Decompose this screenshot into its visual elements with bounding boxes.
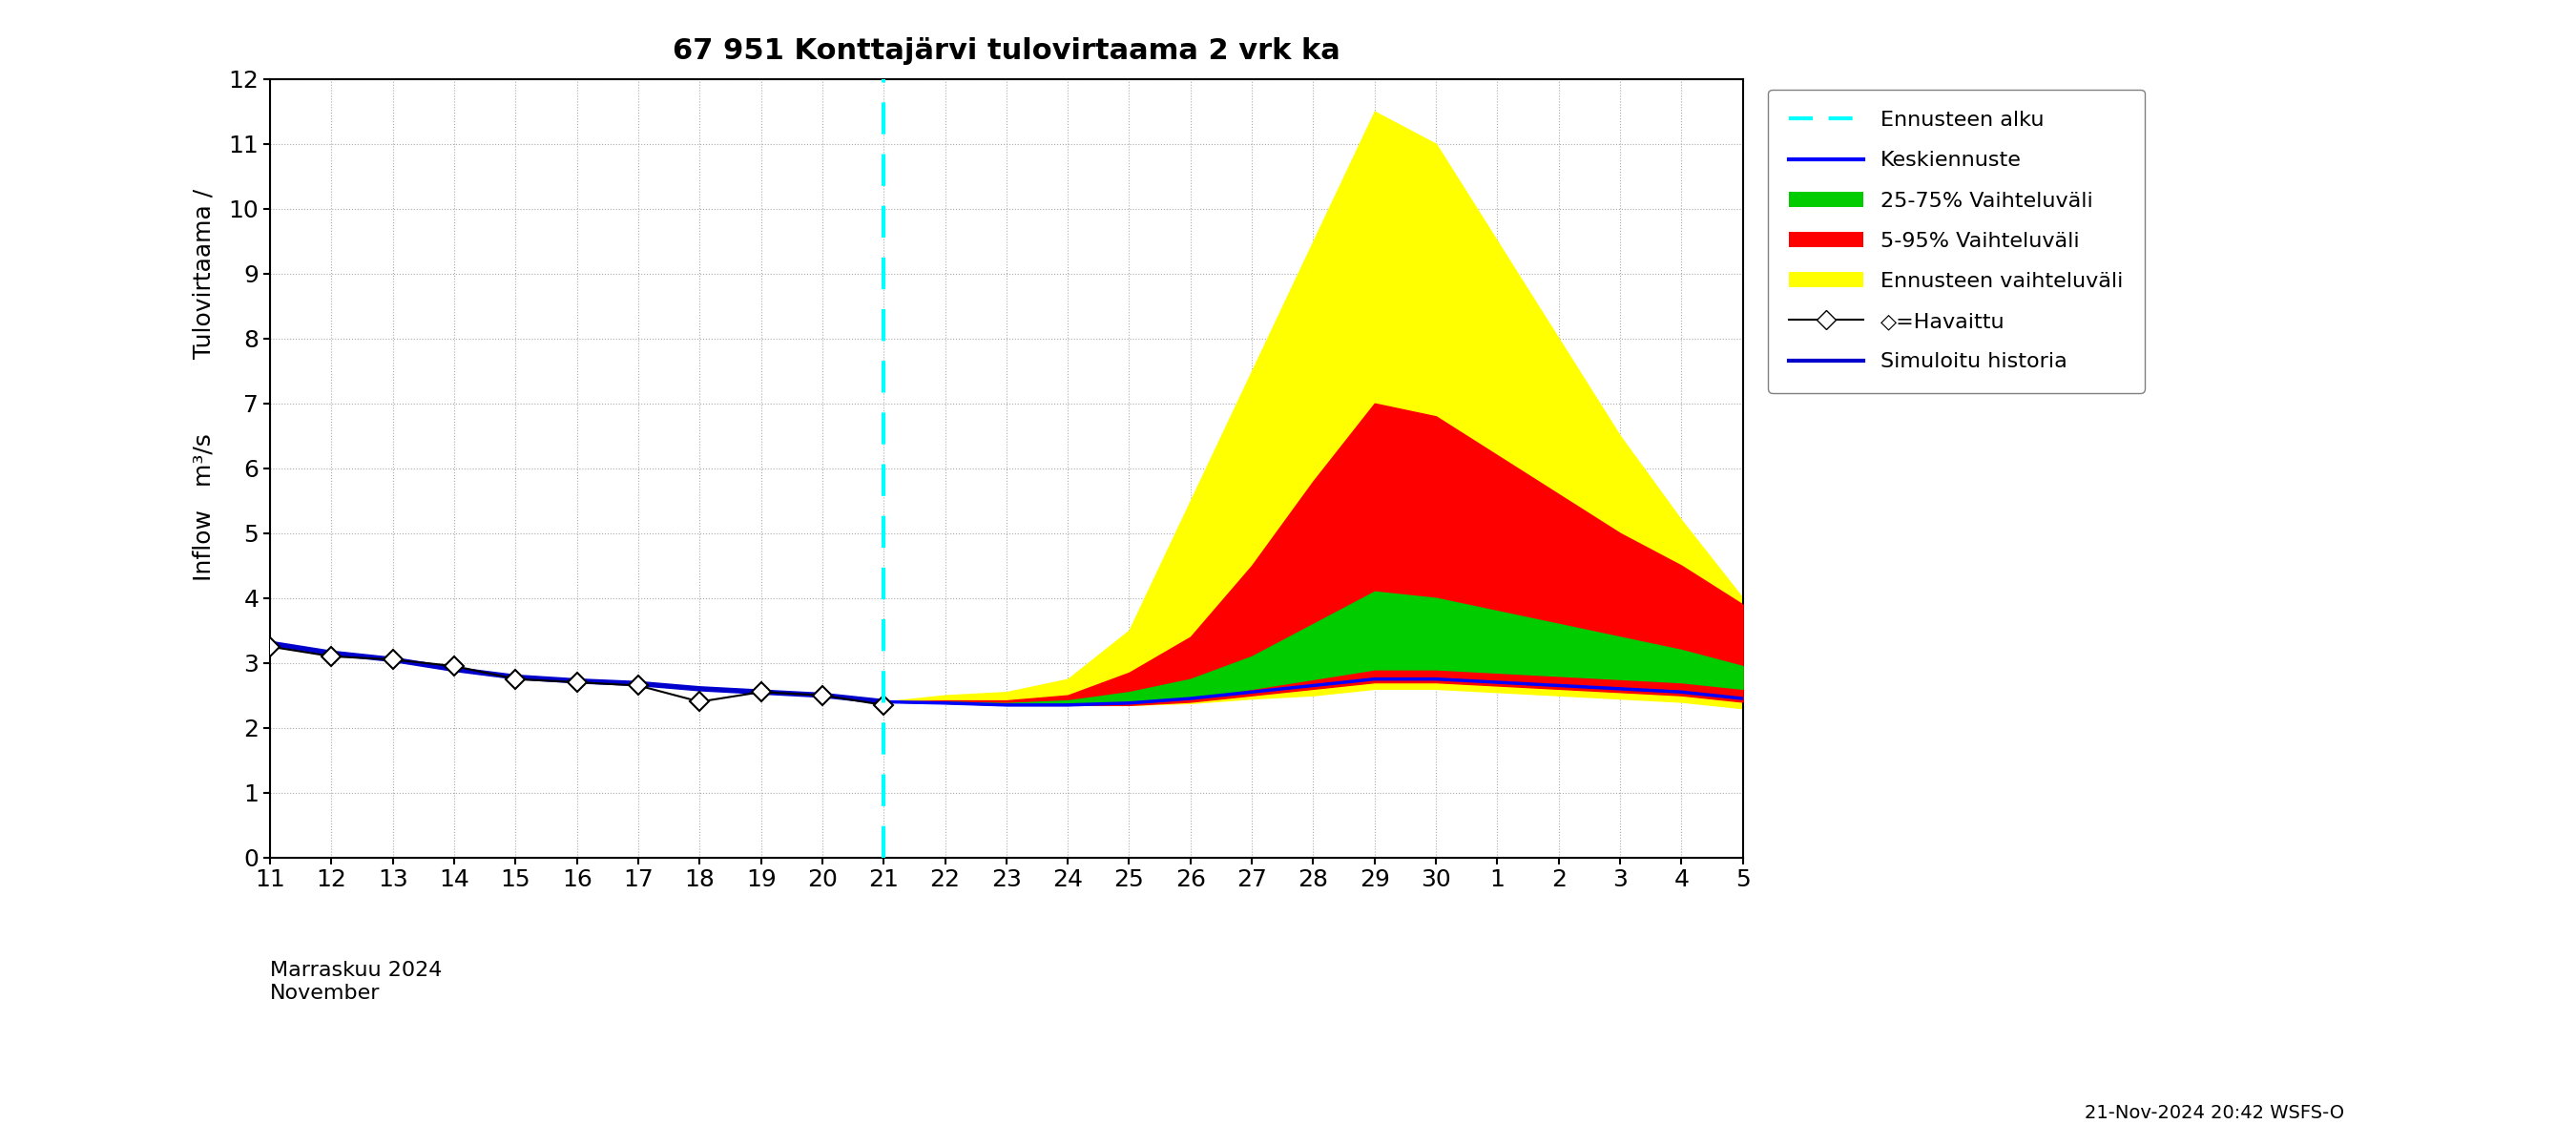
Text: Inflow   m³/s: Inflow m³/s	[193, 433, 216, 581]
Text: Marraskuu 2024
November: Marraskuu 2024 November	[270, 961, 443, 1002]
Legend: Ennusteen alku, Keskiennuste, 25-75% Vaihteluväli, 5-95% Vaihteluväli, Ennusteen: Ennusteen alku, Keskiennuste, 25-75% Vai…	[1767, 89, 2143, 393]
Text: Tulovirtaama /: Tulovirtaama /	[193, 189, 216, 358]
Title: 67 951 Konttajärvi tulovirtaama 2 vrk ka: 67 951 Konttajärvi tulovirtaama 2 vrk ka	[672, 37, 1340, 65]
Text: 21-Nov-2024 20:42 WSFS-O: 21-Nov-2024 20:42 WSFS-O	[2084, 1104, 2344, 1122]
